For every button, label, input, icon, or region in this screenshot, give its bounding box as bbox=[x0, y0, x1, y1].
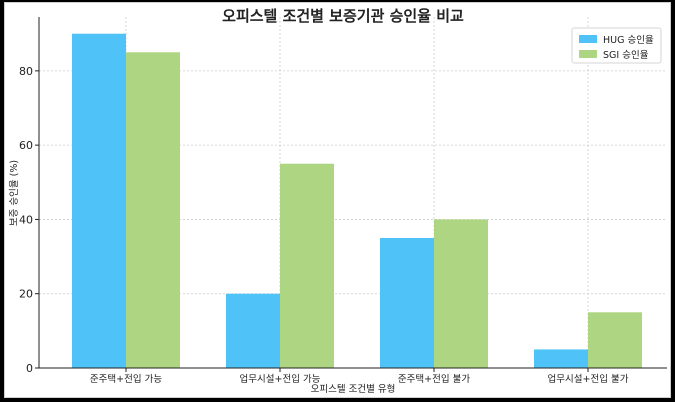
bar-sgi-1 bbox=[126, 52, 180, 369]
bar-hug-2 bbox=[226, 293, 280, 368]
x-axis-label: 오피스텔 조건별 유형 bbox=[311, 383, 396, 395]
legend-label: SGI 승인율 bbox=[603, 50, 649, 61]
bars bbox=[72, 33, 642, 369]
y-axis-ticks: 0 20 40 60 80 bbox=[19, 65, 39, 375]
x-tick-label: 업무시설+전입 가능 bbox=[240, 373, 321, 385]
legend-swatch-sgi bbox=[579, 50, 597, 58]
legend-label: HUG 승인율 bbox=[603, 35, 654, 46]
bar-chart: 오피스텔 조건별 보증기관 승인율 비교 0 20 40 60 80 준주택+전입 가능… bbox=[9, 7, 667, 395]
bar-hug-4 bbox=[534, 349, 588, 368]
bar-hug-1 bbox=[72, 33, 126, 368]
y-tick-label: 0 bbox=[26, 362, 33, 375]
x-tick-label: 준주택+전입 불가 bbox=[398, 373, 470, 385]
bar-hug-3 bbox=[380, 238, 434, 368]
chart-frame: 오피스텔 조건별 보증기관 승인율 비교 0 20 40 60 80 준주택+전입 가능… bbox=[4, 2, 671, 398]
x-axis-ticks: 준주택+전입 가능 업무시설+전입 가능 준주택+전입 불가 업무시설+전입 불가 bbox=[90, 368, 629, 385]
y-tick-label: 60 bbox=[19, 139, 33, 152]
bar-sgi-4 bbox=[588, 312, 642, 368]
y-tick-label: 40 bbox=[19, 213, 33, 226]
y-axis-label: 보증 승인율 (%) bbox=[9, 160, 20, 226]
y-tick-label: 20 bbox=[19, 288, 33, 301]
legend-swatch-hug bbox=[579, 35, 597, 43]
x-tick-label: 준주택+전입 가능 bbox=[90, 373, 162, 385]
legend: HUG 승인율 SGI 승인율 bbox=[571, 27, 662, 64]
x-tick-label: 업무시설+전입 불가 bbox=[548, 373, 629, 385]
y-tick-label: 80 bbox=[19, 65, 33, 78]
chart-title: 오피스텔 조건별 보증기관 승인율 비교 bbox=[222, 7, 464, 25]
bar-sgi-3 bbox=[434, 219, 488, 368]
bar-sgi-2 bbox=[280, 163, 334, 368]
